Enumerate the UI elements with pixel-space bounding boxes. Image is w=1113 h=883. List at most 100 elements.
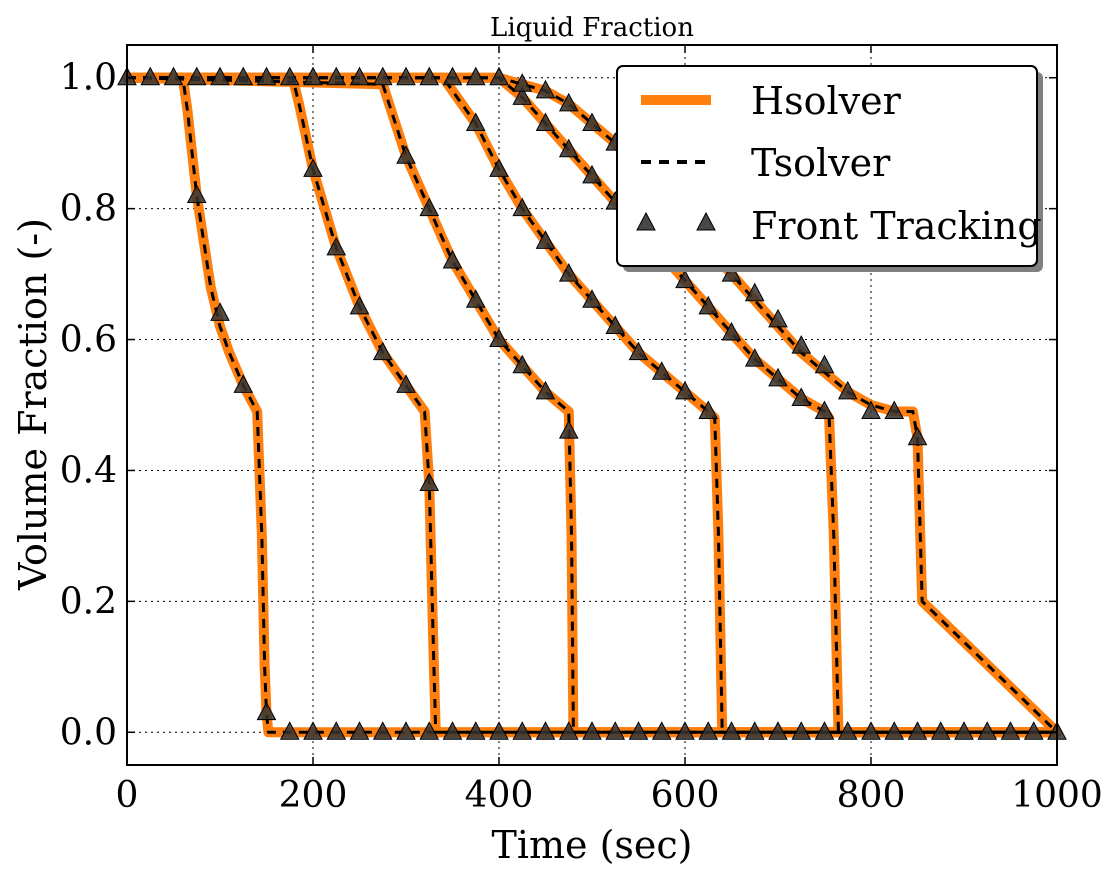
front-tracking-marker (814, 400, 835, 420)
front-tracking-marker (163, 66, 184, 86)
front-tracking-marker (907, 721, 928, 740)
legend-marker-2 (696, 211, 716, 231)
x-tick-label: 400 (465, 775, 534, 816)
front-tracking-marker (721, 721, 742, 740)
front-tracking-marker (698, 721, 719, 740)
front-tracking-marker (558, 138, 579, 158)
front-tracking-marker (721, 263, 742, 282)
front-tracking-marker (907, 426, 928, 446)
x-tick-label: 600 (651, 775, 720, 816)
front-tracking-marker (675, 269, 695, 289)
front-tracking-marker (535, 380, 556, 400)
front-tracking-marker (582, 289, 602, 308)
front-tracking-marker (326, 721, 347, 740)
front-tracking-marker (791, 387, 812, 406)
front-tracking-marker (303, 158, 323, 177)
front-tracking-marker (210, 302, 230, 321)
y-tick-label: 0.4 (60, 450, 117, 491)
front-tracking-marker (605, 315, 626, 334)
front-tracking-marker (698, 295, 719, 315)
front-tracking-marker (582, 164, 602, 184)
front-tracking-marker (465, 66, 486, 86)
front-tracking-marker (721, 321, 742, 341)
front-tracking-marker (605, 721, 626, 740)
front-tracking-marker (791, 335, 812, 354)
tsolver-curve-6 (127, 76, 1059, 734)
front-tracking-marker (512, 86, 533, 105)
y-tick-label: 0.2 (60, 581, 117, 622)
front-tracking-marker (372, 66, 393, 86)
front-tracking-marker (558, 420, 579, 439)
front-tracking-marker (233, 66, 254, 86)
front-tracking-marker (651, 361, 672, 380)
front-tracking-marker (442, 721, 463, 740)
legend-tsolver-label: Tsolver (751, 141, 891, 185)
front-tracking-marker (349, 295, 370, 315)
front-tracking-marker (210, 66, 230, 86)
legend-marker-1 (636, 211, 656, 231)
y-tick-label: 1.0 (60, 58, 117, 99)
front-tracking-marker (512, 73, 533, 92)
front-tracking-marker (489, 721, 509, 740)
front-tracking-marker (303, 66, 323, 86)
front-tracking-marker (535, 79, 556, 99)
front-tracking-marker (930, 721, 951, 740)
front-tracking-marker (837, 380, 858, 400)
front-tracking-marker (465, 721, 486, 740)
front-tracking-marker (349, 721, 370, 740)
front-tracking-marker (419, 66, 440, 86)
plot-frame (126, 44, 1058, 766)
y-tick-label: 0.0 (60, 712, 117, 753)
front-tracking-marker (558, 263, 579, 282)
front-tracking-marker (256, 701, 277, 721)
front-tracking-marker (1023, 721, 1044, 740)
x-tick-label: 1000 (1011, 775, 1103, 816)
front-tracking-marker (768, 721, 788, 740)
front-tracking-marker (442, 249, 463, 269)
axis-ticks: 0 200 400 600 800 1000 0.0 0.2 0.4 0.6 0.8 1.0 (60, 45, 1103, 816)
front-tracking-marker (396, 721, 416, 740)
front-tracking-marker (977, 721, 998, 740)
front-tracking-marker (651, 721, 672, 740)
front-tracking-marker (744, 282, 765, 302)
front-tracking-marker (396, 66, 416, 86)
x-tick-label: 0 (116, 775, 139, 816)
y-axis-label: Volume Fraction (-) (11, 218, 55, 591)
front-tracking-marker (744, 348, 765, 367)
front-tracking-marker (814, 721, 835, 740)
front-tracking-marker (791, 721, 812, 740)
front-tracking-marker (954, 721, 974, 740)
front-tracking-marker (303, 721, 323, 740)
front-tracking-marker (396, 145, 416, 164)
front-tracking-marker (582, 721, 602, 740)
front-tracking-marker (186, 184, 207, 204)
front-tracking-marker (279, 66, 300, 86)
front-tracking-marker (512, 354, 533, 374)
front-tracking-marker (698, 400, 719, 420)
chart-title: Liquid Fraction (490, 13, 694, 43)
x-tick-label: 200 (279, 775, 348, 816)
front-tracking-marker (558, 92, 579, 112)
front-tracking-marker (140, 66, 161, 86)
front-tracking-marker (279, 721, 300, 740)
legend-hsolver-label: Hsolver (751, 79, 902, 123)
front-tracking-marker (396, 374, 416, 393)
front-tracking-marker (1000, 721, 1021, 740)
front-tracking-marker (419, 197, 440, 217)
front-tracking-marker (884, 721, 905, 740)
front-tracking-marker (628, 721, 649, 740)
front-tracking-marker (465, 112, 486, 132)
front-tracking-marker (535, 721, 556, 740)
front-tracking-marker (512, 721, 533, 740)
front-tracking-marker (326, 236, 347, 256)
front-tracking-marker (372, 721, 393, 740)
front-tracking-marker (582, 112, 602, 132)
front-tracking-marker (884, 400, 905, 420)
front-tracking-marker (675, 380, 695, 400)
front-tracking-marker (419, 721, 440, 740)
front-tracking-marker (512, 197, 533, 217)
front-tracking-marker (465, 289, 486, 308)
front-tracking-marker (675, 721, 695, 740)
front-tracking-marker (349, 66, 370, 86)
